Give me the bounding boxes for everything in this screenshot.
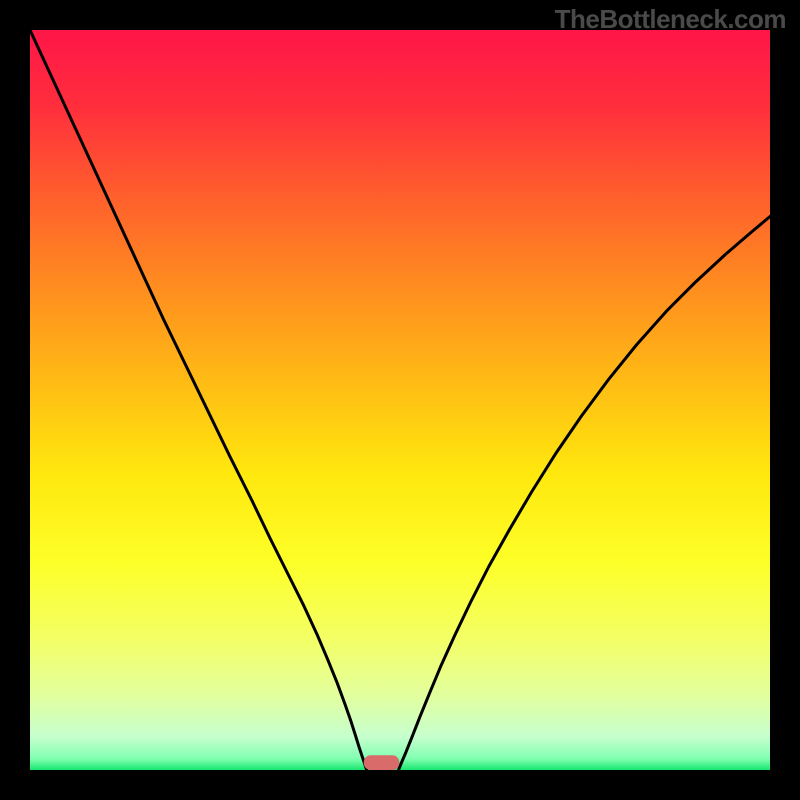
watermark-text: TheBottleneck.com	[555, 4, 786, 35]
chart-container: TheBottleneck.com	[0, 0, 800, 800]
bottleneck-chart	[0, 0, 800, 800]
plot-background	[30, 30, 770, 770]
optimum-marker	[364, 755, 400, 770]
